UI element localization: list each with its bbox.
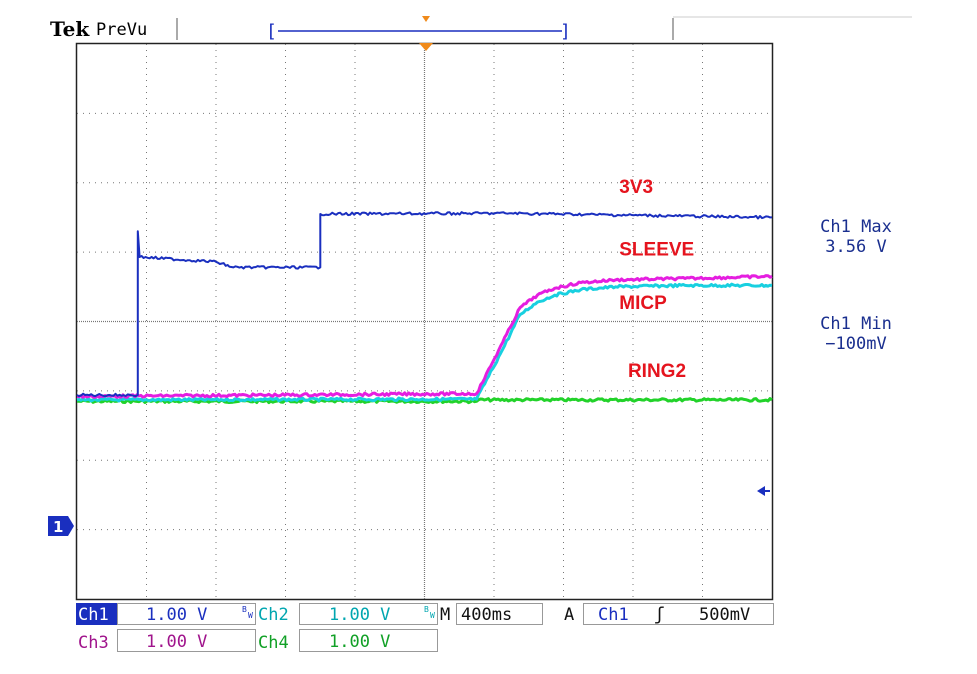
series-label-sleeve: SLEEVE [619, 240, 694, 261]
svg-text:[: [ [266, 21, 277, 42]
series-labels: 3V3 SLEEVE MICP RING2 [619, 177, 694, 382]
ch1-bw-limit: B [242, 605, 247, 614]
ch3-label: Ch3 [78, 633, 109, 653]
measurement-value: 3.56 V [825, 237, 886, 257]
trigger-level: 500mV [699, 605, 750, 625]
svg-text:W: W [430, 611, 435, 620]
ch2-label: Ch2 [258, 605, 289, 625]
trigger-source: Ch1 [598, 605, 629, 625]
measurement-label: Ch1 Max [820, 217, 892, 237]
timebase-label: M [440, 605, 450, 625]
record-position-bar: [ ] [266, 16, 571, 42]
measurement-value: −100mV [825, 334, 886, 354]
series-label-micp: MICP [619, 293, 667, 314]
waveform-traces [76, 211, 773, 405]
trigger-level-marker [757, 486, 765, 496]
ch2-bw-limit: B [424, 605, 429, 614]
trace-micp [76, 282, 773, 403]
ch1-label: Ch1 [78, 605, 109, 625]
status-bar: Ch1 1.00 V B W Ch2 1.00 V B W M 400ms A … [76, 603, 774, 653]
series-label-3v3: 3V3 [619, 177, 653, 198]
trace-sleeve [76, 274, 773, 399]
ch4-label: Ch4 [258, 633, 289, 653]
ch1-ground-marker: 1 [48, 516, 74, 536]
svg-text:W: W [248, 611, 253, 620]
measurement-ch1-max: Ch1 Max 3.56 V [820, 217, 892, 257]
ch1-scale: 1.00 V [146, 605, 207, 625]
ch2-scale: 1.00 V [329, 605, 390, 625]
trigger-mode: A [564, 605, 574, 625]
measurement-ch1-min: Ch1 Min −100mV [820, 314, 892, 354]
graticule-grid [77, 44, 772, 599]
trigger-slope-icon: ʃ [654, 604, 665, 625]
measurement-label: Ch1 Min [820, 314, 892, 334]
svg-text:]: ] [560, 21, 571, 42]
series-label-ring2: RING2 [628, 361, 686, 382]
timebase-value: 400ms [461, 605, 512, 625]
trigger-position-marker [419, 43, 433, 51]
brand-logo: Tek [50, 17, 90, 41]
trace-3v3 [76, 211, 772, 398]
ch4-scale: 1.00 V [329, 632, 390, 652]
ch3-scale: 1.00 V [146, 632, 207, 652]
svg-text:1: 1 [53, 518, 63, 536]
acquisition-mode: PreVu [96, 20, 147, 40]
